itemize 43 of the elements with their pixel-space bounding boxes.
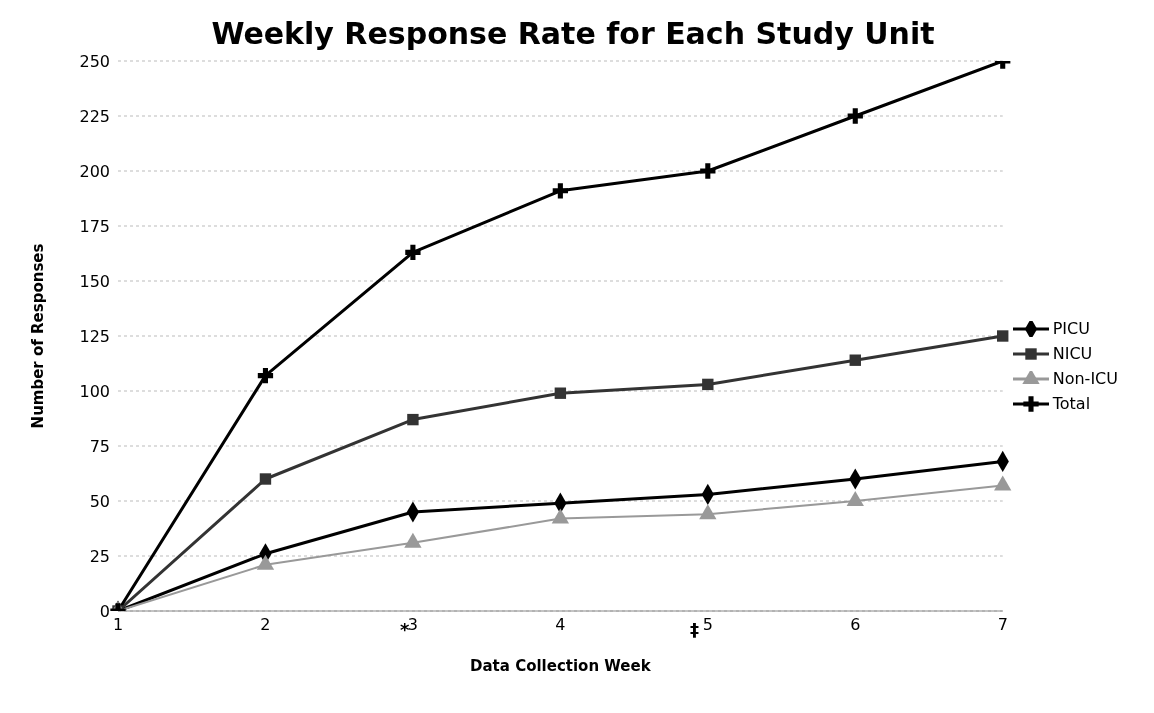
y-tick-label: 0 [99, 601, 110, 621]
y-tick-label: 75 [89, 436, 110, 456]
y-tick-label: 150 [79, 271, 110, 291]
y-tick-label: 50 [89, 491, 110, 511]
text: * [400, 619, 410, 640]
point [997, 330, 1009, 342]
point [256, 554, 275, 570]
y-axis-title: Number of Responses [29, 243, 48, 429]
y-tick-label: 250 [79, 51, 110, 71]
x-tick-label: 2 [260, 615, 271, 635]
y-tick-label: 125 [79, 326, 110, 346]
legend-label: NICU [1052, 344, 1093, 363]
point [551, 508, 570, 524]
point [552, 183, 569, 199]
y-tick-label: 200 [79, 161, 110, 181]
point [257, 367, 274, 384]
legend-label: PICU [1052, 319, 1090, 338]
x-tick-label: 4 [555, 615, 566, 635]
point [846, 491, 864, 506]
point [994, 475, 1012, 491]
x-axis-title: Data Collection Week [470, 657, 652, 675]
x-tick-label: 7 [997, 615, 1008, 635]
x-tick-label: 6 [850, 615, 861, 635]
point [847, 108, 863, 124]
legend-label: Total [1052, 394, 1091, 413]
point [702, 378, 714, 391]
x-tick-label: 5 [702, 615, 713, 635]
point [554, 387, 567, 399]
y-tick-label: 100 [79, 381, 110, 401]
point [407, 413, 419, 426]
point [404, 532, 422, 548]
y-tick-label: 25 [89, 546, 110, 566]
point [699, 504, 717, 520]
y-tick-label: 175 [79, 216, 110, 236]
text: ‡ [690, 619, 699, 640]
x-tick-label: 1 [112, 615, 124, 635]
point [700, 163, 716, 179]
point [849, 354, 861, 366]
legend-label: Non-ICU [1052, 369, 1118, 388]
point [405, 244, 421, 261]
point [259, 473, 272, 485]
y-tick-label: 225 [79, 106, 110, 126]
chart-title: Weekly Response Rate for Each Study Unit [210, 15, 936, 51]
